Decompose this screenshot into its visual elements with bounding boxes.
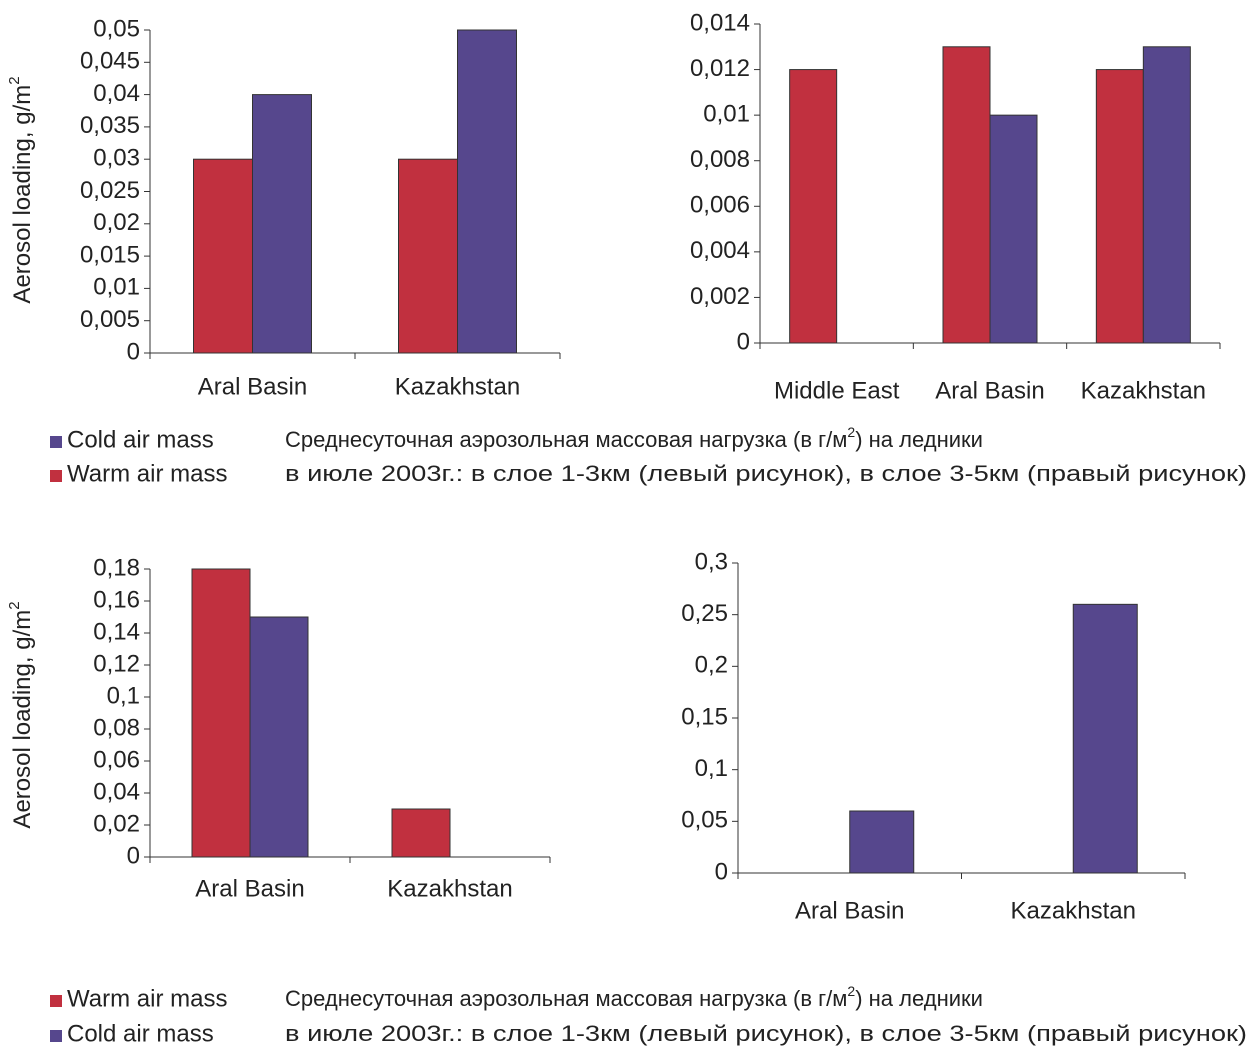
bar — [849, 810, 915, 874]
caption-text: ) на ледники — [855, 427, 983, 452]
y-tick-label: 0,015 — [80, 241, 140, 268]
y-tick-label: 0,04 — [93, 80, 140, 107]
y-tick-label: 0,18 — [93, 554, 140, 581]
y-tick-label: 0 — [715, 858, 728, 885]
y-tick-label: 0,002 — [690, 283, 750, 310]
y-tick-label: 0,01 — [93, 274, 140, 301]
bar — [457, 29, 517, 354]
bar — [942, 46, 991, 344]
y-tick-label: 0,014 — [690, 9, 750, 36]
x-tick-label: Kazakhstan — [1011, 897, 1136, 924]
y-tick-label: 0,012 — [690, 55, 750, 82]
y-tick-label: 0,1 — [695, 755, 728, 782]
y-tick-label: 0,006 — [690, 192, 750, 219]
y-tick-label: 0,025 — [80, 177, 140, 204]
y-tick-label: 0,1 — [107, 682, 140, 709]
y-tick-label: 0,045 — [80, 48, 140, 75]
y-tick-label: 0,2 — [695, 652, 728, 679]
x-tick-label: Aral Basin — [198, 373, 307, 400]
caption-text: Среднесуточная аэрозольная массовая нагр… — [285, 427, 847, 452]
caption-sup: 2 — [847, 424, 855, 440]
y-axis-label: Aerosol loading, g/m2 — [6, 76, 36, 303]
y-tick-label: 0,035 — [80, 112, 140, 139]
bar — [193, 158, 253, 354]
y-tick-label: 0,16 — [93, 586, 140, 613]
y-axis-label-text: Aerosol loading, g/m — [9, 85, 36, 304]
bar — [1142, 46, 1191, 344]
legend-label: Warm air mass — [67, 985, 227, 1012]
bar — [789, 69, 838, 344]
caption-line: Среднесуточная аэрозольная массовая нагр… — [285, 424, 983, 452]
x-tick-label: Kazakhstan — [387, 875, 512, 902]
legend-label: Warm air mass — [67, 460, 227, 487]
caption-text: Среднесуточная аэрозольная массовая нагр… — [285, 986, 847, 1011]
x-tick-label: Middle East — [774, 377, 900, 404]
x-tick-label: Aral Basin — [935, 377, 1044, 404]
bar — [1095, 69, 1144, 344]
y-tick-label: 0,02 — [93, 209, 140, 236]
legend-swatch — [50, 436, 62, 448]
bar — [989, 114, 1038, 344]
legend-label: Cold air mass — [67, 1020, 214, 1047]
y-axis-label-sup: 2 — [6, 76, 23, 84]
y-tick-label: 0,14 — [93, 618, 140, 645]
y-axis-label-text: Aerosol loading, g/m — [9, 610, 36, 829]
caption-line: в июле 2003г.: в слое 1-3км (левый рисун… — [285, 1021, 1247, 1046]
x-tick-label: Aral Basin — [195, 875, 304, 902]
legend-swatch — [50, 995, 62, 1007]
y-tick-label: 0,12 — [93, 650, 140, 677]
y-tick-label: 0,03 — [93, 145, 140, 172]
y-tick-label: 0,25 — [681, 600, 728, 627]
y-tick-label: 0,06 — [93, 746, 140, 773]
y-tick-label: 0 — [127, 338, 140, 365]
y-tick-label: 0,008 — [690, 146, 750, 173]
caption-sup: 2 — [847, 983, 855, 999]
bar — [252, 94, 312, 354]
bar — [398, 158, 458, 354]
legend-label: Cold air mass — [67, 426, 214, 453]
y-tick-label: 0,3 — [695, 548, 728, 575]
bar — [191, 568, 251, 858]
legend-swatch — [50, 1030, 62, 1042]
bar — [391, 808, 451, 858]
y-tick-label: 0,02 — [93, 810, 140, 837]
y-tick-label: 0,004 — [690, 237, 750, 264]
caption-text: ) на ледники — [855, 986, 983, 1011]
y-tick-label: 0,005 — [80, 306, 140, 333]
caption-line: Среднесуточная аэрозольная массовая нагр… — [285, 983, 983, 1011]
y-tick-label: 0,05 — [681, 807, 728, 834]
bar — [1072, 603, 1138, 874]
y-axis-label-sup: 2 — [6, 601, 23, 609]
caption-line: в июле 2003г.: в слое 1-3км (левый рисун… — [285, 461, 1247, 486]
y-tick-label: 0,01 — [703, 100, 750, 127]
y-tick-label: 0 — [127, 842, 140, 869]
x-tick-label: Aral Basin — [795, 897, 904, 924]
x-tick-label: Kazakhstan — [395, 373, 520, 400]
y-tick-label: 0,04 — [93, 778, 140, 805]
y-tick-label: 0,08 — [93, 714, 140, 741]
y-axis-label: Aerosol loading, g/m2 — [6, 601, 36, 828]
legend-swatch — [50, 470, 62, 482]
bar — [249, 616, 309, 858]
x-tick-label: Kazakhstan — [1081, 377, 1206, 404]
y-tick-label: 0 — [737, 328, 750, 355]
y-tick-label: 0,05 — [93, 15, 140, 42]
y-tick-label: 0,15 — [681, 703, 728, 730]
